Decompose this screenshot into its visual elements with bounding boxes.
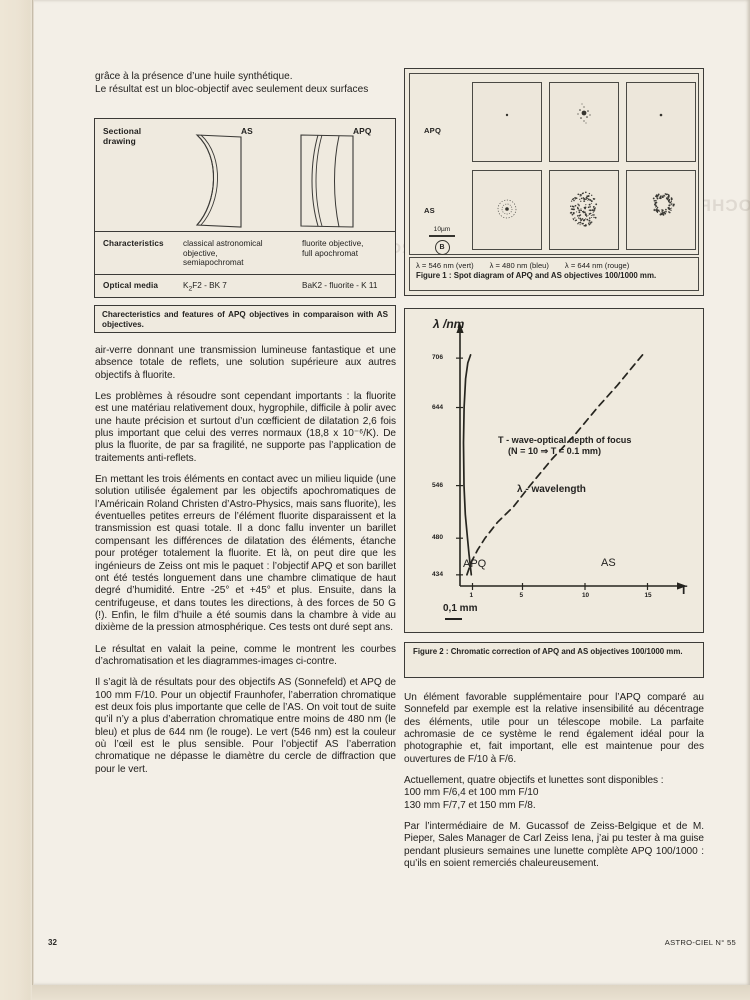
- y-axis-tick-label: 480: [432, 534, 444, 542]
- y-axis-tick-label: 644: [432, 403, 444, 411]
- journal-name: ASTRO-CIEL N° 55: [664, 938, 736, 947]
- x-axis-tick-label: 5: [519, 592, 524, 599]
- paragraph: En mettant les trois éléments en contact…: [95, 474, 396, 634]
- cell-apq-optical-media: BaK2 - fluorite - K 11: [302, 281, 378, 290]
- paragraph: Les problèmes à résoudre sont cependant …: [95, 391, 396, 464]
- row-label-characteristics: Characteristics: [103, 239, 164, 248]
- y-axis-title: λ /nm: [433, 317, 465, 331]
- page-number: 32: [48, 938, 57, 947]
- table-caption-box: Charecteristics and features of APQ obje…: [94, 305, 396, 333]
- paragraph: Actuellement, quatre objectifs et lunett…: [404, 775, 664, 787]
- cell-apq-characteristics: fluorite objective, full apochromat: [302, 239, 364, 258]
- lead-line-1: grâce à la présence d’une huile synthéti…: [95, 71, 293, 82]
- paragraph: Par l’intermédiaire de M. Gucassof de Ze…: [404, 821, 704, 870]
- column-header-apq: APQ: [353, 126, 372, 136]
- table-row: Optical media K2F2 - BK 7 BaK2 - fluorit…: [95, 275, 395, 297]
- as-lens-section-icon: [195, 134, 242, 228]
- column-header-as: AS: [241, 126, 253, 136]
- figure-1-wavelength-legend: λ = 546 nm (vert) λ = 480 nm (bleu) λ = 64…: [416, 261, 692, 271]
- paragraph: Il s’agit là de résultats pour des objec…: [95, 677, 396, 775]
- sectional-drawing-label: Sectional drawing: [103, 126, 142, 146]
- wavelength-red: λ = 644 nm (rouge): [564, 261, 630, 270]
- wavelength-blue: λ = 480 nm (bleu): [489, 261, 549, 270]
- lead-line-2: Le résultat est un bloc-objectif avec se…: [95, 84, 369, 96]
- table-caption-text: Charecteristics and features of APQ obje…: [102, 310, 388, 329]
- table-row: Characteristics classical astronomical ob…: [95, 232, 395, 275]
- magazine-page: ASTRO par André V. LUNETTE APOCHROMATIQU…: [32, 0, 750, 985]
- lens-comparison-table: Sectional drawing AS APQ Characteristics: [94, 118, 396, 298]
- right-column-body: Un élément favorable supplémentaire pour…: [404, 692, 704, 879]
- y-axis-tick-label: 706: [432, 354, 444, 362]
- x-axis-tick-label: 10: [582, 592, 590, 599]
- y-axis-ticks: 434 480 546 644 706 1 5 10 15: [405, 309, 705, 634]
- curve-label-apq: APQ: [463, 558, 487, 570]
- curve-label-as: AS: [601, 557, 616, 569]
- product-line-2: 130 mm F/7,7 et 150 mm F/8.: [404, 799, 536, 811]
- page-bottom-edge: [32, 985, 750, 1000]
- figure-1-plot-area: APQ AS 10µm B: [409, 73, 699, 255]
- scale-bar-value: 10µm: [433, 226, 451, 233]
- x-axis-title: T: [680, 583, 688, 597]
- spot-cell-apq-480: [549, 82, 619, 162]
- y-axis-tick-label: 434: [432, 570, 444, 578]
- product-line-1: 100 mm F/6,4 et 100 mm F/10: [404, 787, 539, 799]
- wavelength-green: λ = 546 nm (vert): [416, 261, 474, 270]
- paragraph: air-verre donnant une transmission lumin…: [95, 345, 396, 381]
- figure-2-caption-box: Figure 2 : Chromatic correction of APQ a…: [404, 642, 704, 678]
- scale-note: 0,1 mm: [443, 603, 478, 614]
- spot-cell-apq-644: [626, 82, 696, 162]
- apq-lens-section-icon: [300, 134, 354, 228]
- scale-bar-line: [429, 235, 455, 237]
- y-axis-tick-label: 546: [432, 481, 444, 489]
- paragraph: Un élément favorable supplémentaire pour…: [404, 692, 704, 765]
- row-label-optical-media: Optical media: [103, 281, 158, 290]
- spot-diagram-grid: [472, 82, 696, 250]
- fig1-row-label-apq: APQ: [424, 126, 442, 135]
- spot-cell-as-644: [626, 170, 696, 250]
- figure-2-caption: Figure 2 : Chromatic correction of APQ a…: [413, 647, 683, 656]
- figure-1-caption: Figure 1 : Spot diagram of APQ and AS ob…: [416, 271, 657, 280]
- spot-cell-apq-546: [472, 82, 542, 162]
- fig1-row-label-as: AS: [424, 206, 435, 215]
- figure-2-chromatic-correction: λ /nm 434 480 546 644 706 1 5 10 15 T - wave-opt…: [404, 308, 704, 678]
- spot-cell-as-480: [549, 170, 619, 250]
- scale-note-underline: [445, 618, 462, 620]
- left-column-lead: grâce à la présence d’une huile synthéti…: [95, 70, 395, 97]
- chromatic-correction-chart: [456, 323, 687, 590]
- annotation-depth-of-focus: T - wave-optical depth of focus (N = 10 …: [498, 435, 632, 456]
- cell-as-characteristics: classical astronomical objective, semiapoc…: [183, 239, 263, 268]
- cell-as-optical-media: K2F2 - BK 7: [183, 281, 227, 293]
- x-axis-tick-label: 15: [644, 592, 652, 599]
- figure-2-plot-area: λ /nm 434 480 546 644 706 1 5 10 15 T - wave-opt…: [404, 308, 704, 633]
- annotation-wavelength: λ - wavelength: [517, 484, 586, 495]
- figure-1-spot-diagram: APQ AS 10µm B: [404, 68, 704, 296]
- figure-1-caption-box: λ = 546 nm (vert) λ = 480 nm (bleu) λ = 64…: [409, 257, 699, 291]
- left-column-body: air-verre donnant une transmission lumin…: [95, 345, 396, 785]
- page-footer: 32 ASTRO-CIEL N° 55: [32, 938, 750, 958]
- paragraph: Le résultat en valait la peine, comme le…: [95, 643, 396, 667]
- spot-cell-as-546: [472, 170, 542, 250]
- x-axis-tick-label: 1: [469, 592, 474, 599]
- table-row: Sectional drawing AS APQ: [95, 119, 395, 232]
- scale-bar: 10µm B: [422, 226, 462, 255]
- scale-bar-marker: B: [434, 239, 450, 255]
